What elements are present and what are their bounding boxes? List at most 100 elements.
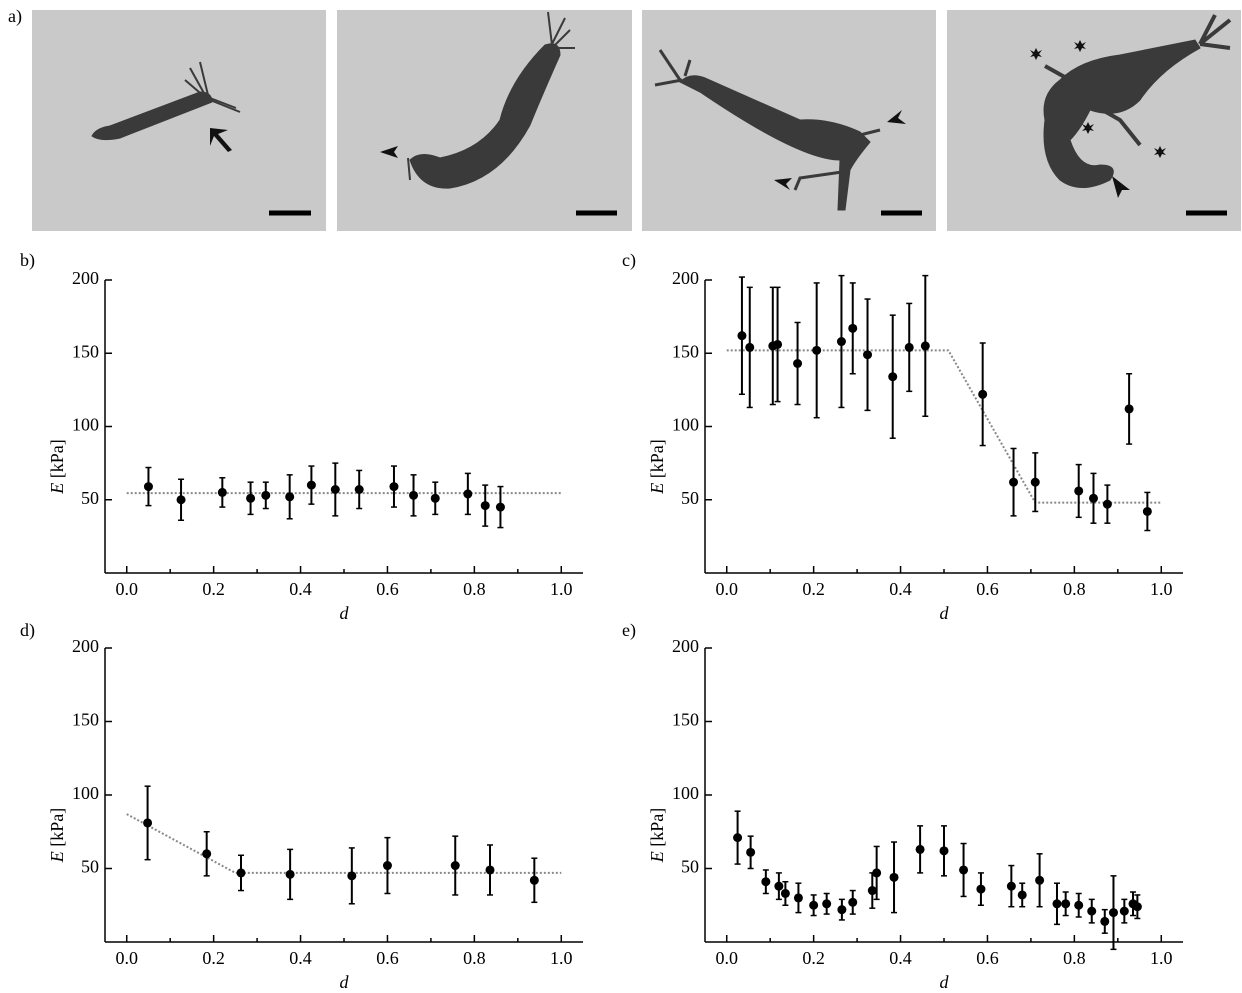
x-tick-label: 0.4 [889,579,912,599]
y-tick-label: 100 [72,783,99,803]
data-point [485,865,495,875]
x-tick-label: 0.0 [715,948,738,968]
data-point [848,897,858,907]
data-point [1119,906,1129,916]
data-point [389,482,399,492]
y-axis-label: E [kPa] [647,808,667,864]
photo [32,10,326,231]
y-label-unit: [kPa] [647,808,667,847]
x-tick-label: 0.4 [289,948,312,968]
data-point [793,359,803,369]
panel-label: e) [622,620,636,641]
data-point [1009,477,1019,487]
y-axis-label: E [kPa] [47,808,67,864]
data-point [306,480,316,490]
data-point [976,884,986,894]
data-point [480,501,490,511]
x-tick-label: 0.4 [889,948,912,968]
data-point [1061,899,1071,909]
data-point [529,875,539,885]
data-point [761,877,771,887]
data-point [285,492,295,502]
y-tick-label: 100 [72,415,99,435]
x-axis-label: d [340,972,350,992]
y-tick-label: 50 [681,488,699,508]
data-point [217,487,227,497]
x-tick-label: 0.2 [802,579,825,599]
y-tick-label: 100 [672,783,699,803]
data-point [1102,499,1112,509]
data-point [793,893,803,903]
y-label-symbol: E [647,851,667,863]
data-point [959,865,969,875]
x-tick-label: 0.6 [376,948,399,968]
y-label-symbol: E [47,851,67,863]
data-point [1052,899,1062,909]
data-point [746,847,756,857]
y-axis-label: E [kPa] [647,439,667,495]
x-tick-label: 1.0 [1150,579,1173,599]
x-axis-label: d [940,972,950,992]
chart: b) 50 100 150 200 0.0 0.2 0.4 0.6 0.8 1.0 d E [kPa] [20,250,583,623]
x-tick-label: 0.6 [976,579,999,599]
x-tick-label: 1.0 [1150,948,1173,968]
panel-label: d) [20,620,35,641]
data-point [354,484,364,494]
data-point [246,493,256,503]
y-tick-label: 50 [81,488,99,508]
x-tick-label: 0.8 [463,948,486,968]
x-axis-label: d [940,603,950,623]
data-point [495,502,505,512]
x-tick-label: 1.0 [550,579,573,599]
data-point [1088,493,1098,503]
data-point [812,345,822,355]
data-point [409,490,419,500]
x-tick-label: 0.8 [1063,579,1086,599]
data-point [143,482,153,492]
data-point [1074,900,1084,910]
data-point [463,489,473,499]
data-point [737,331,747,341]
data-point [1006,881,1016,891]
data-point [143,818,153,828]
y-tick-label: 100 [672,415,699,435]
x-tick-label: 0.2 [202,948,225,968]
data-point [745,342,755,352]
chart: e) 50 100 150 200 0.0 0.2 0.4 0.6 0.8 1.0 d E [kPa] [622,620,1183,992]
chart: c) 50 100 150 200 0.0 0.2 0.4 0.6 0.8 1.0 d E [kPa] [622,250,1183,623]
data-point [867,886,877,896]
data-point [780,888,790,898]
x-tick-label: 0.0 [115,948,138,968]
data-point [1087,906,1097,916]
data-point [1124,404,1134,414]
y-label-symbol: E [47,483,67,495]
data-point [773,339,783,349]
x-axis-label: d [340,603,350,623]
chart: d) 50 100 150 200 0.0 0.2 0.4 0.6 0.8 1.0 d E [kPa] [20,620,583,992]
y-tick-label: 200 [672,636,699,656]
y-tick-label: 150 [72,341,99,361]
data-point [347,871,357,881]
data-point [261,490,271,500]
fit-line [126,813,562,874]
data-point [382,861,392,871]
x-tick-label: 0.4 [289,579,312,599]
y-axis-label: E [kPa] [47,439,67,495]
y-tick-label: 150 [72,710,99,730]
x-tick-label: 0.2 [802,948,825,968]
data-point [176,495,186,505]
y-tick-label: 50 [681,857,699,877]
data-point [1100,916,1110,926]
data-point [236,868,246,878]
data-point [889,872,899,882]
y-label-symbol: E [647,483,667,495]
hydra-shapes [91,11,1232,211]
data-point [1074,486,1084,496]
x-tick-label: 0.0 [115,579,138,599]
x-tick-label: 1.0 [550,948,573,968]
y-tick-label: 150 [672,341,699,361]
data-point [330,484,340,494]
x-tick-label: 0.6 [976,948,999,968]
data-point [1030,477,1040,487]
x-tick-label: 0.2 [202,579,225,599]
